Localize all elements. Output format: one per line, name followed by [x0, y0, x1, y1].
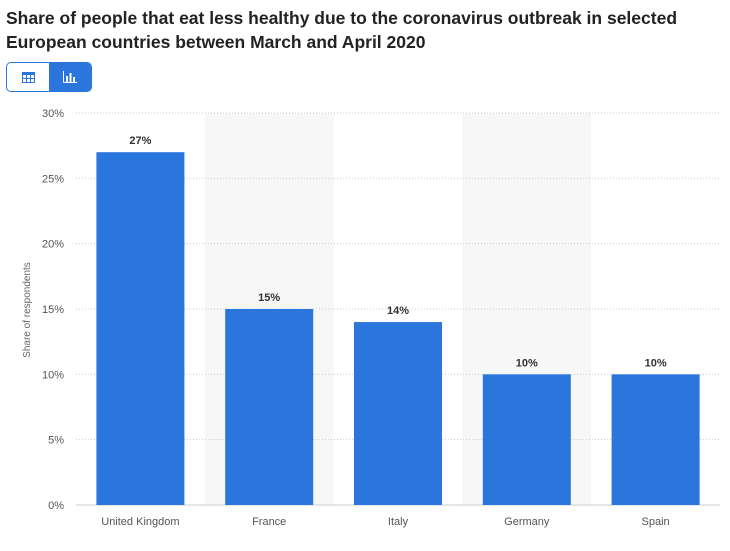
- y-tick-label: 30%: [42, 108, 64, 120]
- data-label: 10%: [645, 357, 667, 369]
- table-view-button[interactable]: [7, 63, 49, 91]
- y-tick-label: 10%: [42, 369, 64, 381]
- data-label: 27%: [129, 135, 151, 147]
- bar-chart-icon: [63, 71, 77, 83]
- x-tick-label: Spain: [642, 516, 670, 528]
- chart-view-button[interactable]: [49, 63, 91, 91]
- bar[interactable]: [225, 309, 314, 505]
- x-tick-label: France: [252, 516, 286, 528]
- bar[interactable]: [482, 374, 571, 505]
- x-tick-label: Italy: [388, 516, 409, 528]
- y-tick-label: 15%: [42, 304, 64, 316]
- y-tick-label: 5%: [48, 435, 64, 447]
- data-label: 10%: [516, 357, 538, 369]
- y-tick-label: 0%: [48, 500, 64, 512]
- y-tick-label: 20%: [42, 239, 64, 251]
- view-toggle: [6, 62, 92, 92]
- bar[interactable]: [96, 152, 185, 505]
- y-axis-label: Share of respondents: [22, 262, 33, 358]
- bar[interactable]: [611, 374, 700, 505]
- bar[interactable]: [354, 322, 442, 505]
- table-icon: [21, 71, 35, 83]
- data-label: 14%: [387, 305, 409, 317]
- x-tick-label: Germany: [504, 516, 550, 528]
- data-label: 15%: [258, 292, 280, 304]
- chart-title: Share of people that eat less healthy du…: [6, 8, 678, 52]
- y-tick-label: 25%: [42, 173, 64, 185]
- x-tick-label: United Kingdom: [101, 516, 179, 528]
